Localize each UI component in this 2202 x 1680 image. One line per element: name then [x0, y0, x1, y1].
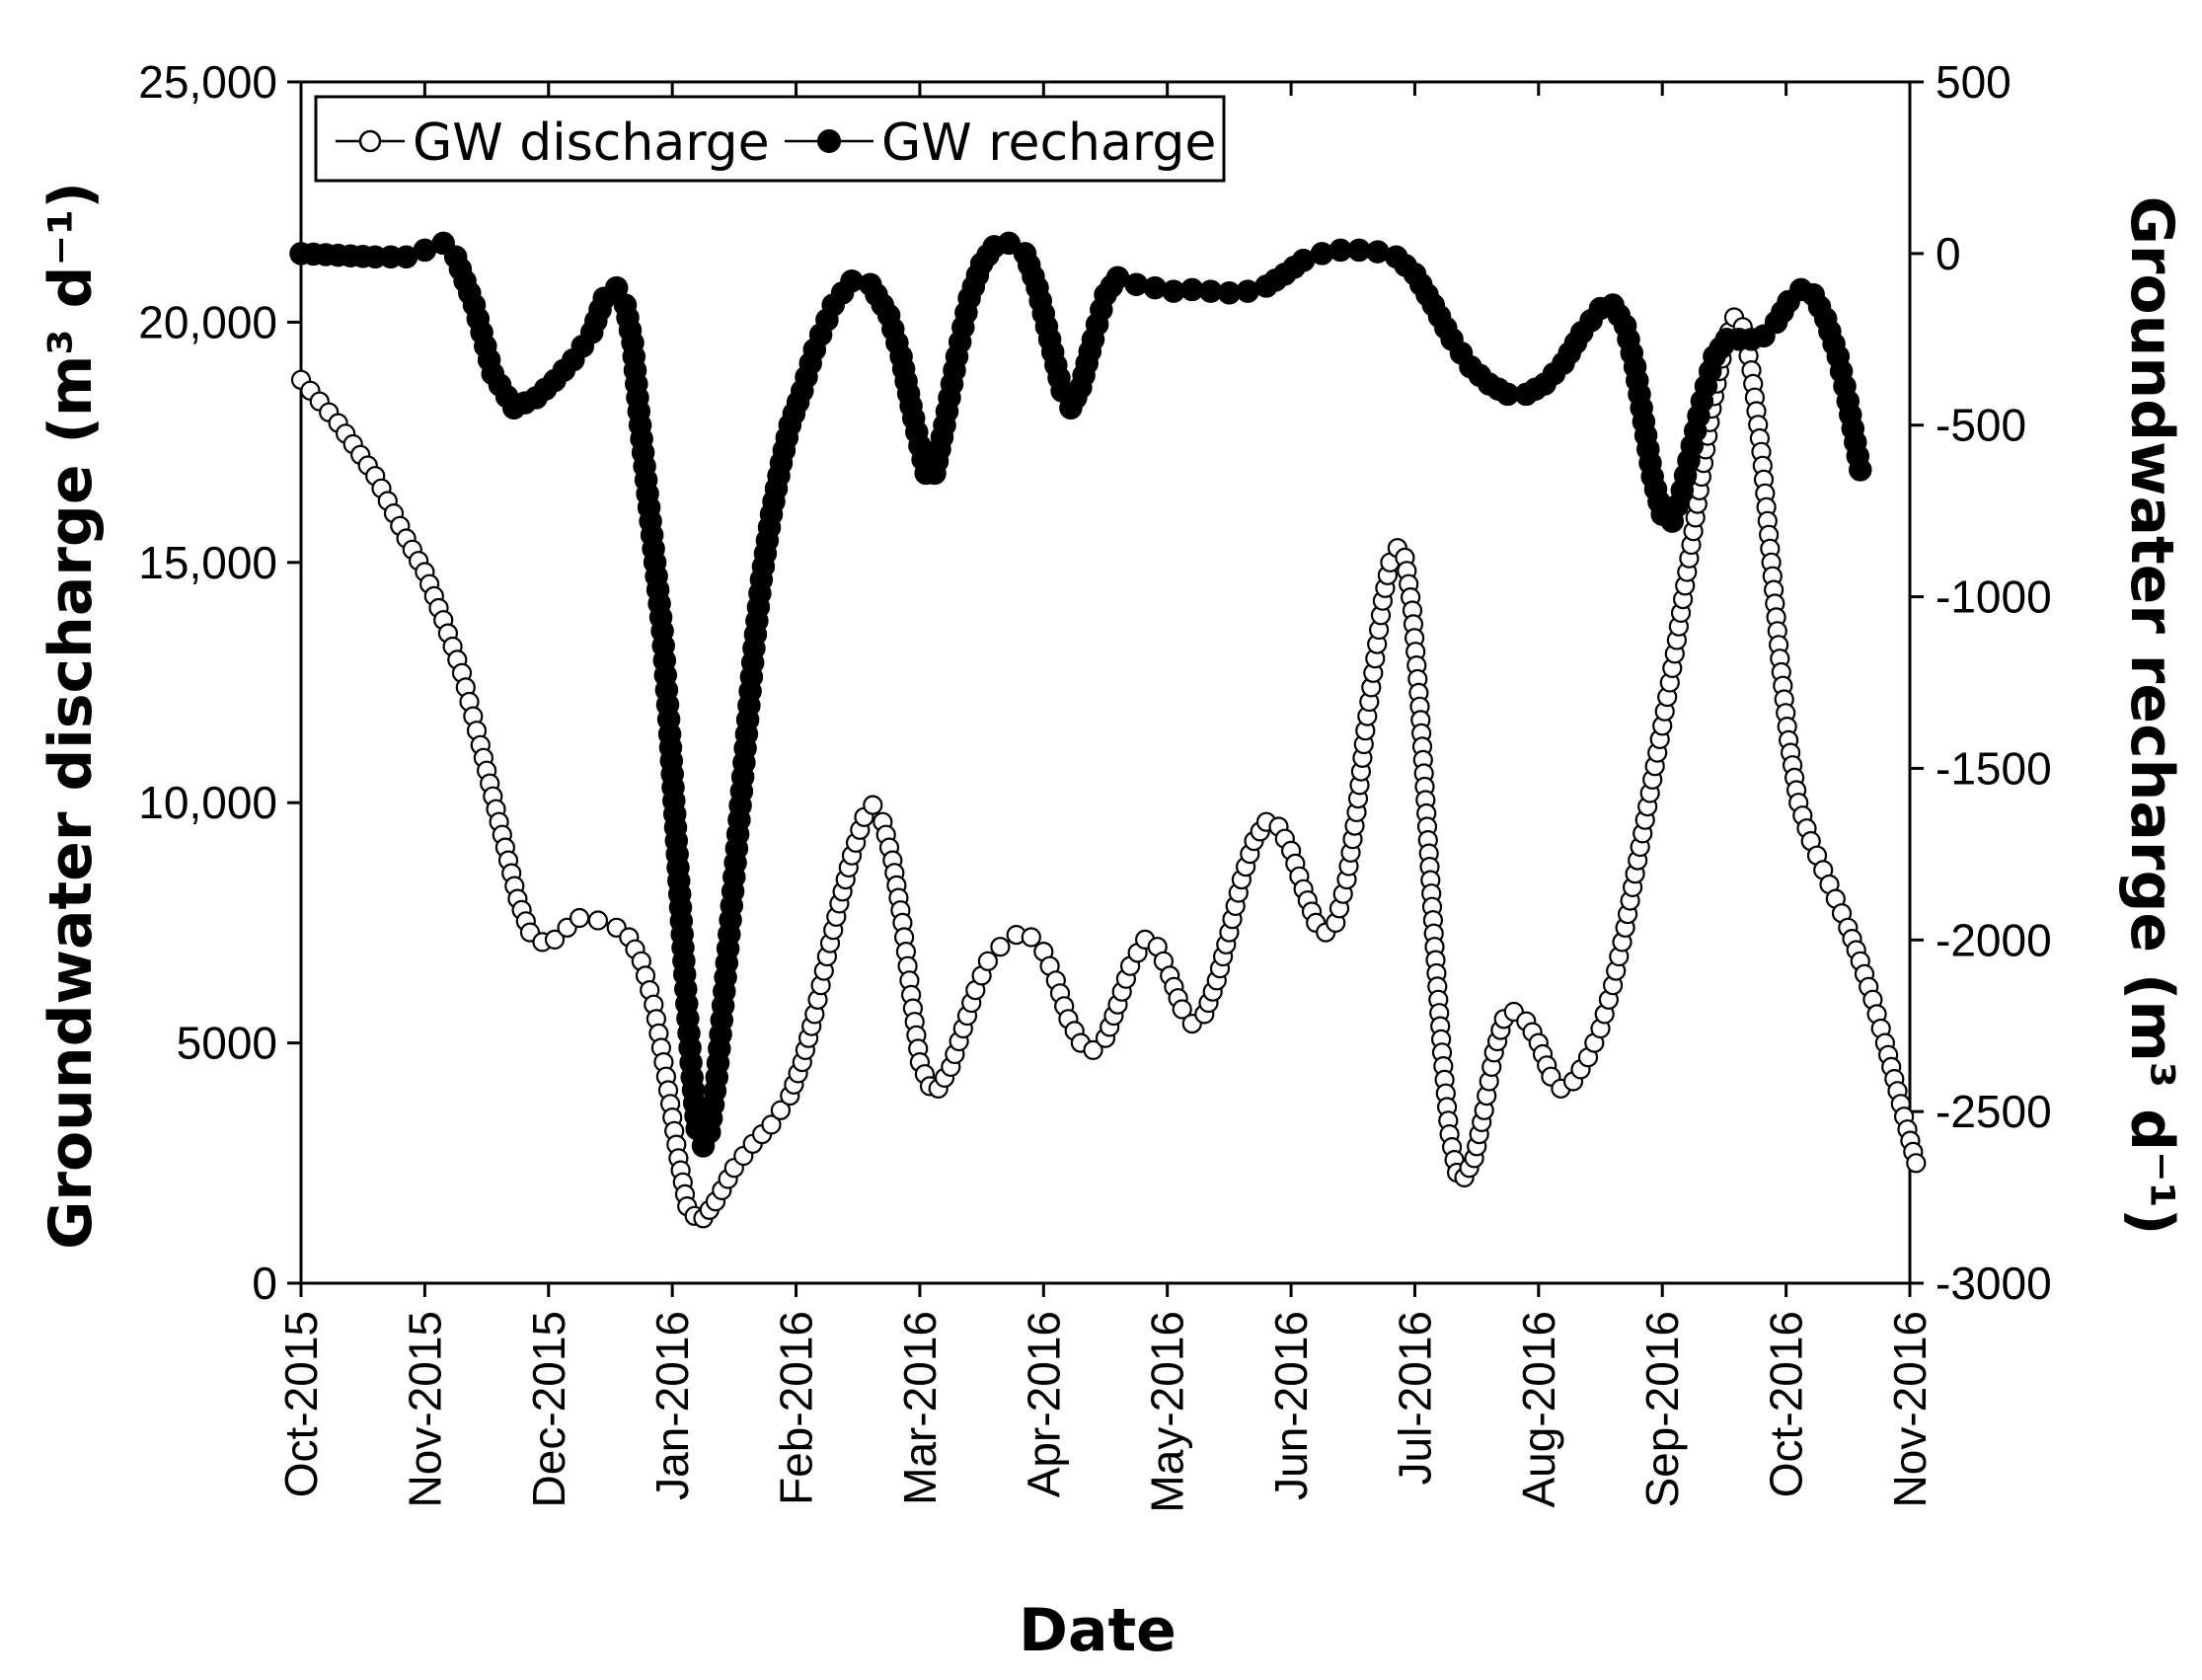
y-right-tick-label: -2500: [1936, 1086, 2052, 1137]
plot-border: [299, 80, 1912, 1285]
y-left-tick-label: 5000: [177, 1018, 277, 1069]
y-left-tick-label: 25,000: [138, 56, 277, 108]
series-gw-discharge: [290, 307, 1927, 1229]
y-left-tick-label: 20,000: [138, 296, 277, 347]
y-left-tick-label: 15,000: [138, 537, 277, 588]
gw-discharge-point: [587, 910, 609, 931]
x-tick-label: Nov-2016: [1884, 1311, 1936, 1507]
x-tick-label: Oct-2016: [1761, 1311, 1812, 1497]
legend-recharge-marker: [817, 129, 841, 153]
legend-discharge-label: GW discharge: [413, 114, 770, 173]
y-left-tick-label: 10,000: [138, 777, 277, 828]
gw-discharge-point: [863, 795, 883, 815]
series-gw-recharge: [289, 231, 1872, 1158]
y-right-tick-label: 500: [1936, 56, 2012, 108]
x-tick-label: Oct-2015: [275, 1311, 327, 1497]
gw-discharge-point: [544, 929, 566, 951]
x-tick-label: Jul-2016: [1389, 1311, 1440, 1485]
gw-discharge-point: [1172, 999, 1192, 1020]
tick-labels: Oct-2015 Nov-2015 Dec-2015 Jan-2016 Feb-2016…: [138, 56, 2051, 1513]
x-tick-label: Mar-2016: [894, 1311, 946, 1505]
legend: GW discharge GW recharge: [314, 95, 1226, 183]
gw-discharge-point: [977, 951, 999, 971]
gw-discharge-point: [770, 1100, 792, 1120]
x-tick-label: Apr-2016: [1018, 1311, 1069, 1497]
legend-discharge-marker: [358, 129, 382, 153]
y-left-tick-label: 0: [252, 1258, 277, 1309]
y-axis-right-title: Groundwater recharge (m³ d⁻¹): [2117, 196, 2186, 1236]
legend-recharge-label: GW recharge: [881, 114, 1216, 173]
x-tick-label: Aug-2016: [1513, 1311, 1564, 1508]
gw-discharge-point: [761, 1114, 782, 1135]
y-right-tick-label: -1500: [1936, 742, 2052, 794]
gw-recharge-point: [1849, 458, 1872, 482]
gw-discharge-point: [569, 907, 590, 929]
gw-discharge-point: [1083, 1039, 1103, 1061]
plot-frame: [299, 80, 1912, 1285]
x-tick-label: Nov-2015: [399, 1311, 450, 1507]
y-right-tick-label: 0: [1936, 228, 1961, 279]
gw-discharge-point: [990, 937, 1011, 957]
gw-discharge-point: [1906, 1153, 1927, 1174]
gw-discharge-line: [300, 315, 1918, 1220]
x-tick-label: Feb-2016: [771, 1311, 822, 1505]
x-tick-label: Jun-2016: [1265, 1311, 1317, 1500]
x-tick-label: Jan-2016: [646, 1311, 698, 1500]
x-axis-title: Date: [1019, 1596, 1177, 1665]
y-right-tick-label: -1000: [1936, 572, 2052, 623]
x-tick-label: Dec-2015: [523, 1311, 574, 1507]
legend-box: [314, 95, 1226, 183]
y-axis-left-title: Groundwater discharge (m³ d⁻¹): [37, 182, 106, 1250]
gw-discharge-point: [1021, 927, 1041, 948]
axis-ticks: [287, 80, 1924, 1297]
y-right-tick-label: -2000: [1936, 914, 2052, 965]
y-right-tick-label: -500: [1936, 400, 2026, 451]
gw-recharge-point: [997, 231, 1021, 256]
y-right-tick-label: -3000: [1936, 1258, 2052, 1309]
x-tick-label: May-2016: [1142, 1311, 1193, 1513]
x-tick-label: Sep-2016: [1636, 1311, 1688, 1508]
